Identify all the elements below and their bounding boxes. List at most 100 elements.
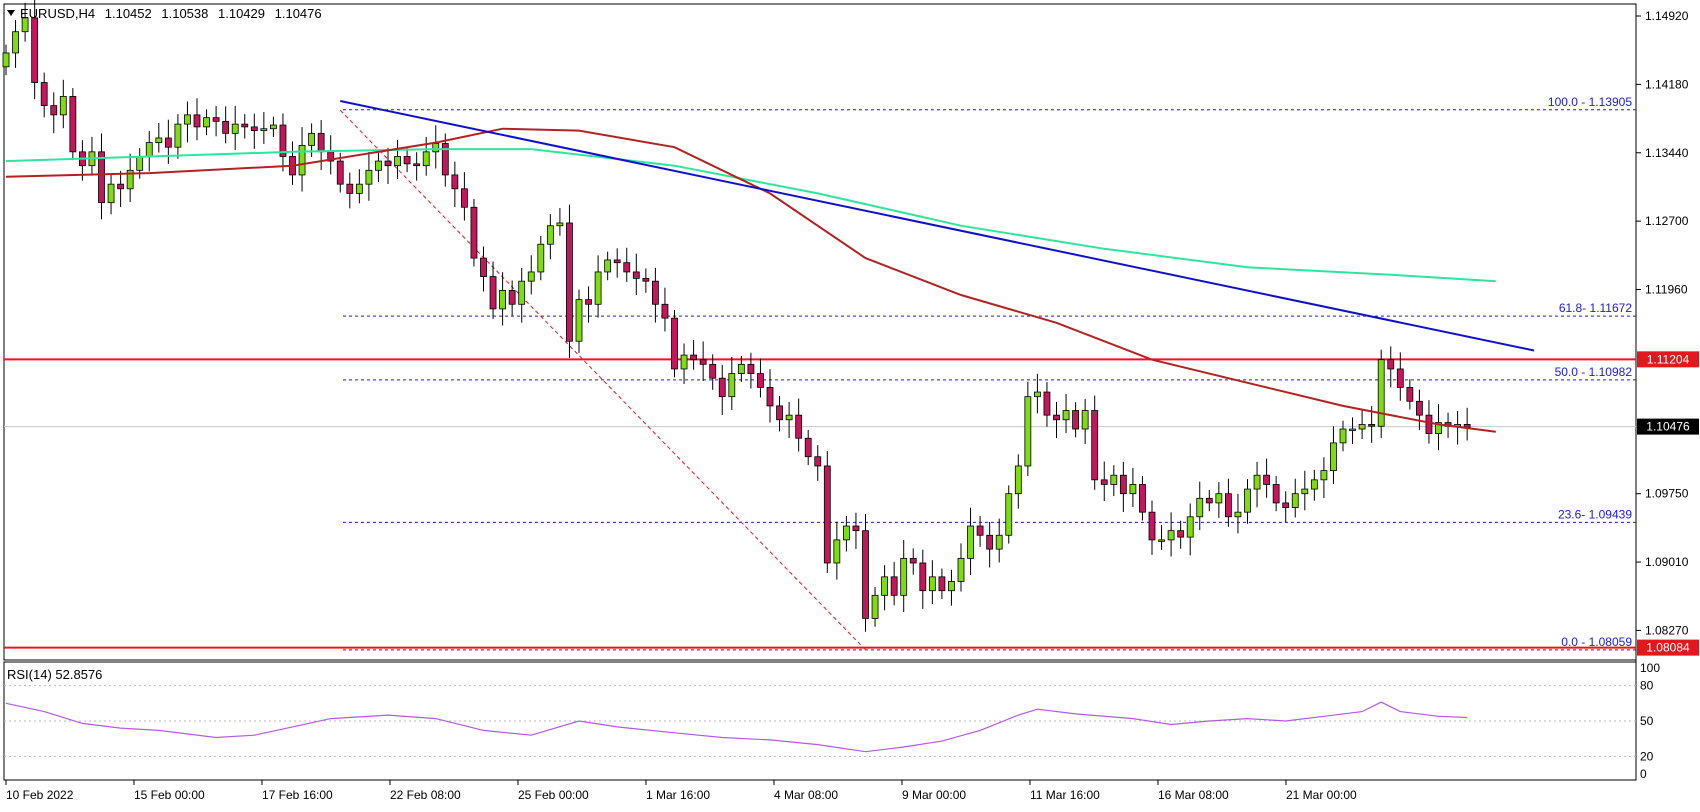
current-price-tag: 1.10476 — [1637, 418, 1699, 435]
fibonacci-labels: 100.0 - 1.13905 61.8- 1.11672 50.0 - 1.109… — [1548, 95, 1632, 649]
candle-body — [317, 132, 325, 153]
fib-label-f100: 100.0 - 1.13905 — [1548, 95, 1632, 109]
bearish-candle — [1053, 401, 1060, 439]
candle-body — [728, 373, 736, 398]
candle-body — [1368, 423, 1376, 427]
candle-body — [594, 271, 602, 305]
bullish-candle — [355, 169, 363, 204]
bullish-candle — [1244, 479, 1251, 524]
candle-body — [1358, 423, 1366, 430]
bearish-candle — [31, 0, 39, 100]
bullish-candle — [843, 516, 850, 552]
candle-body — [69, 95, 77, 153]
candle-body — [776, 405, 783, 421]
candle-body — [661, 303, 669, 319]
candle-body — [174, 123, 182, 148]
bullish-candle — [1110, 465, 1118, 497]
bearish-candle — [766, 369, 774, 423]
candle-body — [1396, 368, 1404, 388]
bearish-candle — [1263, 458, 1270, 498]
rsi-line — [5, 701, 1468, 753]
main-plot-frame — [3, 3, 1637, 661]
bearish-candle — [690, 340, 697, 370]
candle-body — [31, 17, 39, 83]
bearish-candle — [403, 148, 411, 173]
candle-body — [1024, 396, 1032, 467]
bearish-candle — [795, 398, 803, 452]
candle-body — [995, 534, 1003, 550]
bearish-trendline — [340, 100, 1535, 352]
candle-body — [1196, 497, 1204, 518]
candle-body — [613, 259, 621, 264]
bearish-candle — [976, 516, 984, 547]
candle-body — [690, 354, 697, 361]
candle-body — [1081, 410, 1089, 430]
bearish-candle — [98, 133, 105, 220]
candlestick-series — [2, 0, 1471, 632]
bearish-candle — [212, 106, 220, 137]
bearish-candle — [852, 512, 860, 549]
candle-body — [193, 114, 201, 128]
bullish-candle — [1158, 524, 1165, 550]
price-tags: 1.11204 1.10476 1.08084 — [1637, 351, 1699, 656]
price-tick-label: 1.13440 — [1645, 146, 1689, 160]
bearish-candle — [193, 98, 201, 141]
candle-body — [1014, 465, 1022, 495]
bearish-candle — [508, 280, 516, 316]
bullish-candle — [1310, 469, 1318, 501]
candle-body — [1263, 474, 1270, 485]
time-tick-label: 1 Mar 16:00 — [646, 788, 710, 802]
bearish-candle — [986, 521, 994, 568]
bearish-candle — [671, 309, 678, 378]
bullish-candle — [375, 151, 382, 182]
bullish-candle — [269, 116, 277, 138]
bullish-candle — [594, 255, 602, 318]
candle-body — [1339, 428, 1347, 444]
time-tick-label: 22 Feb 08:00 — [390, 788, 461, 802]
bullish-candle — [1320, 457, 1328, 499]
bullish-candle — [527, 255, 535, 295]
candle-body — [184, 114, 191, 125]
candle-body — [1435, 422, 1442, 435]
bearish-candle — [279, 113, 287, 172]
candle-body — [537, 243, 545, 273]
bullish-candle — [155, 123, 163, 153]
price-tick-label: 1.14920 — [1645, 9, 1689, 23]
bearish-candle — [1416, 389, 1423, 431]
bullish-candle — [2, 44, 10, 76]
candle-body — [709, 363, 717, 379]
bearish-candle — [757, 358, 764, 398]
candle-body — [499, 290, 507, 310]
bullish-candle — [1024, 381, 1032, 476]
bullish-candle — [1186, 503, 1194, 556]
bullish-candle — [948, 569, 955, 606]
candle-body — [1416, 400, 1423, 416]
bearish-candle — [661, 287, 669, 332]
candle-body — [1177, 530, 1185, 538]
candle-body — [480, 257, 487, 277]
bearish-candle — [1282, 491, 1290, 523]
candle-body — [747, 363, 755, 374]
bullish-candle — [728, 356, 736, 410]
candle-body — [1320, 470, 1328, 481]
candle-body — [12, 31, 19, 54]
candle-body — [1234, 511, 1242, 518]
candle-body — [566, 222, 573, 342]
candle-body — [900, 557, 908, 596]
candle-body — [460, 188, 468, 208]
candle-body — [470, 206, 478, 259]
candle-body — [1167, 530, 1175, 541]
candle-body — [967, 525, 974, 559]
candle-body — [136, 156, 144, 171]
rsi-series — [5, 701, 1468, 753]
candle-body — [814, 456, 822, 467]
candle-body — [881, 576, 888, 596]
candle-body — [403, 156, 411, 165]
candle-body — [21, 17, 29, 33]
candle-body — [231, 123, 239, 134]
bearish-candle — [117, 170, 124, 208]
rsi-tick-label: 80 — [1640, 679, 1654, 693]
collapse-triangle-icon[interactable] — [7, 10, 15, 16]
resistance-price-tag-text: 1.11204 — [1647, 352, 1690, 366]
